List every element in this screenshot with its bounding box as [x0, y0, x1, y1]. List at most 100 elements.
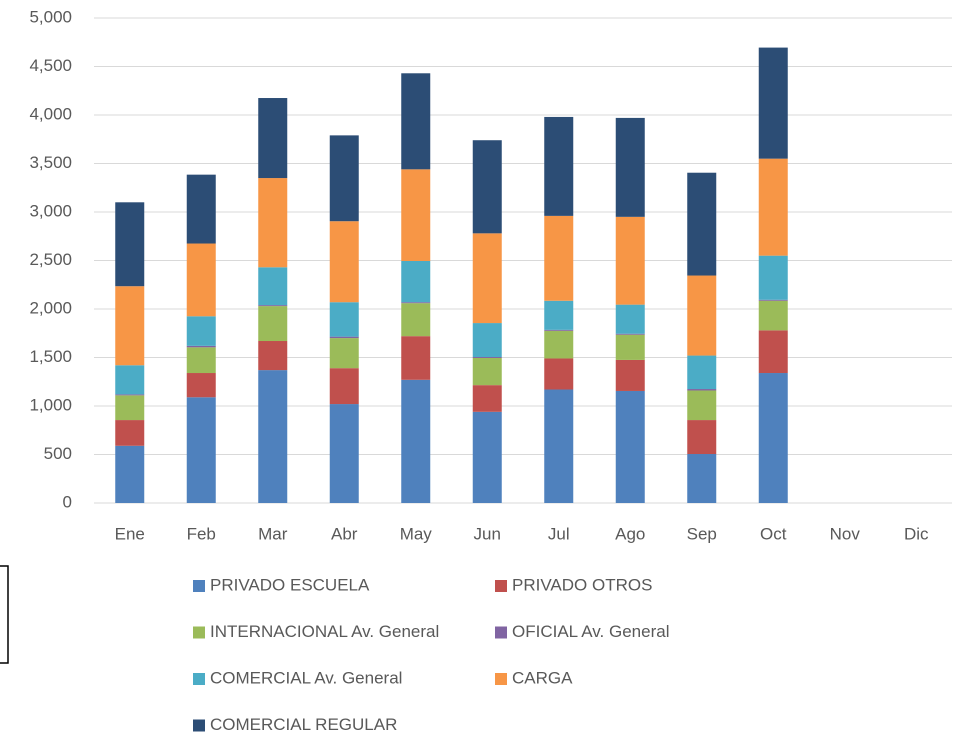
bar-segment	[186, 174, 216, 244]
y-tick-label: 2,000	[29, 298, 72, 317]
bar-segment	[186, 243, 216, 317]
bar-segment	[758, 373, 788, 503]
bar-segment	[329, 135, 359, 222]
bar-segment	[544, 215, 574, 301]
legend-label: INTERNACIONAL Av. General	[210, 622, 439, 641]
x-tick-label: Nov	[830, 524, 861, 543]
y-tick-label: 1,000	[29, 395, 72, 414]
legend-label: COMERCIAL Av. General	[210, 668, 402, 687]
legend-label: OFICIAL Av. General	[512, 622, 669, 641]
x-tick-label: Feb	[187, 524, 216, 543]
bar-segment	[472, 140, 502, 234]
bar-segment	[186, 373, 216, 398]
bar-segment	[186, 347, 216, 374]
y-tick-label: 0	[63, 492, 72, 511]
bar-segment	[544, 358, 574, 390]
bar-segment	[615, 334, 645, 360]
legend-swatch	[193, 719, 205, 732]
bar-segment	[472, 357, 502, 386]
legend-label: COMERCIAL REGULAR	[210, 715, 397, 732]
bar-segment	[544, 329, 574, 331]
bar-segment	[401, 73, 431, 170]
y-tick-label: 5,000	[29, 7, 72, 26]
bar-segment	[615, 333, 645, 335]
x-tick-label: Oct	[760, 524, 787, 543]
bar-segment	[758, 47, 788, 159]
bar-segment	[115, 394, 145, 396]
bar-segment	[401, 336, 431, 380]
bar-segment	[687, 390, 717, 421]
bar-segment	[258, 267, 288, 306]
bar-segment	[258, 341, 288, 371]
bar-segment	[115, 445, 145, 503]
bar-segment	[258, 305, 288, 307]
bar-segment	[687, 275, 717, 356]
bar-segment	[401, 379, 431, 503]
bar-segment	[687, 172, 717, 276]
legend-swatch	[193, 626, 205, 639]
bar-segment	[115, 202, 145, 287]
y-tick-label: 4,000	[29, 104, 72, 123]
bar-segment	[687, 355, 717, 390]
x-tick-label: Ene	[115, 524, 145, 543]
y-tick-label: 1,500	[29, 347, 72, 366]
bar-segment	[758, 300, 788, 331]
bar-segment	[687, 454, 717, 503]
y-tick-label: 500	[44, 444, 72, 463]
bar-segment	[615, 359, 645, 391]
bar-segment	[329, 404, 359, 503]
bar-segment	[186, 397, 216, 503]
bar-segment	[758, 158, 788, 256]
bar-segment	[615, 304, 645, 334]
bar-segment	[615, 117, 645, 217]
bar-segment	[758, 330, 788, 374]
bar-segment	[186, 345, 216, 348]
frame-fragment	[0, 565, 9, 664]
bar-segment	[544, 389, 574, 503]
bar-segment	[544, 330, 574, 359]
bar-segment	[544, 116, 574, 216]
bar-segment	[758, 299, 788, 301]
bar-segment	[401, 260, 431, 303]
x-tick-label: Ago	[615, 524, 645, 543]
bar-segment	[401, 303, 431, 337]
legend-label: PRIVADO OTROS	[512, 575, 652, 594]
y-tick-label: 2,500	[29, 250, 72, 269]
bar-segment	[115, 286, 145, 366]
x-tick-label: May	[400, 524, 433, 543]
bar-segment	[472, 411, 502, 503]
y-tick-label: 3,000	[29, 201, 72, 220]
x-tick-label: Jun	[474, 524, 501, 543]
bar-segment	[115, 395, 145, 421]
bar-segment	[115, 365, 145, 395]
x-tick-label: Dic	[904, 524, 929, 543]
x-tick-label: Jul	[548, 524, 570, 543]
bar-segment	[615, 216, 645, 305]
legend-swatch	[193, 673, 205, 685]
y-tick-label: 3,500	[29, 153, 72, 172]
bar-segment	[258, 178, 288, 268]
bar-segment	[401, 302, 431, 304]
legend-swatch	[495, 580, 507, 592]
bar-segment	[758, 255, 788, 300]
legend-swatch	[193, 580, 205, 592]
legend-swatch	[495, 626, 507, 639]
legend-label: PRIVADO ESCUELA	[210, 575, 370, 594]
bar-segment	[472, 385, 502, 412]
bar-segment	[329, 336, 359, 339]
bar-segment	[687, 389, 717, 391]
bar-segment	[329, 338, 359, 369]
y-tick-label: 4,500	[29, 56, 72, 75]
bar-segment	[687, 420, 717, 455]
bar-segment	[258, 370, 288, 503]
legend-label: CARGA	[512, 668, 573, 687]
bar-segment	[186, 316, 216, 346]
bar-segment	[329, 368, 359, 405]
bar-segment	[401, 169, 431, 261]
bar-segment	[258, 306, 288, 342]
bar-segment	[258, 98, 288, 179]
bar-segment	[472, 323, 502, 358]
bar-segment	[115, 420, 145, 446]
x-tick-label: Abr	[331, 524, 358, 543]
